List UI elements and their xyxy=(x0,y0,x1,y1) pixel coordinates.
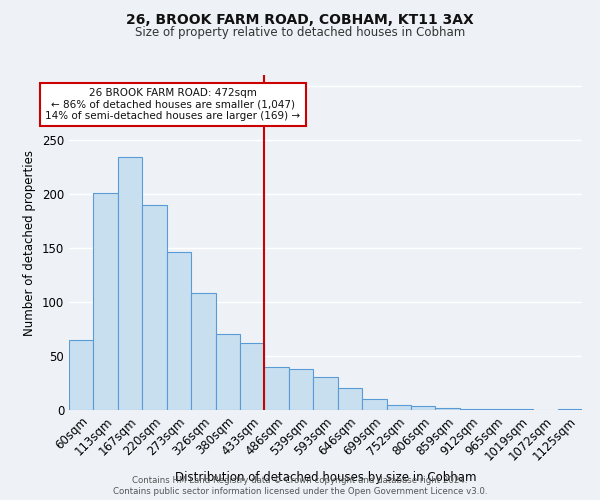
Y-axis label: Number of detached properties: Number of detached properties xyxy=(23,150,37,336)
Bar xyxy=(215,334,240,410)
Text: 26, BROOK FARM ROAD, COBHAM, KT11 3AX: 26, BROOK FARM ROAD, COBHAM, KT11 3AX xyxy=(126,12,474,26)
Text: Size of property relative to detached houses in Cobham: Size of property relative to detached ho… xyxy=(135,26,465,39)
Bar xyxy=(386,404,411,410)
Bar xyxy=(338,388,362,410)
Bar xyxy=(362,399,386,410)
Bar xyxy=(436,408,460,410)
Text: Contains HM Land Registry data © Crown copyright and database right 2024.: Contains HM Land Registry data © Crown c… xyxy=(132,476,468,485)
Bar xyxy=(460,409,484,410)
Text: Contains public sector information licensed under the Open Government Licence v3: Contains public sector information licen… xyxy=(113,488,487,496)
Bar xyxy=(69,340,94,410)
Bar xyxy=(167,252,191,410)
Text: 26 BROOK FARM ROAD: 472sqm
← 86% of detached houses are smaller (1,047)
14% of s: 26 BROOK FARM ROAD: 472sqm ← 86% of deta… xyxy=(45,88,301,121)
Bar xyxy=(118,157,142,410)
Bar xyxy=(142,204,167,410)
Bar xyxy=(289,369,313,410)
Bar xyxy=(191,294,215,410)
Bar xyxy=(94,193,118,410)
Bar xyxy=(265,367,289,410)
Bar xyxy=(411,406,436,410)
Bar xyxy=(509,409,533,410)
Bar xyxy=(484,409,509,410)
Bar xyxy=(557,409,582,410)
Bar xyxy=(240,343,265,410)
X-axis label: Distribution of detached houses by size in Cobham: Distribution of detached houses by size … xyxy=(175,472,476,484)
Bar xyxy=(313,376,338,410)
